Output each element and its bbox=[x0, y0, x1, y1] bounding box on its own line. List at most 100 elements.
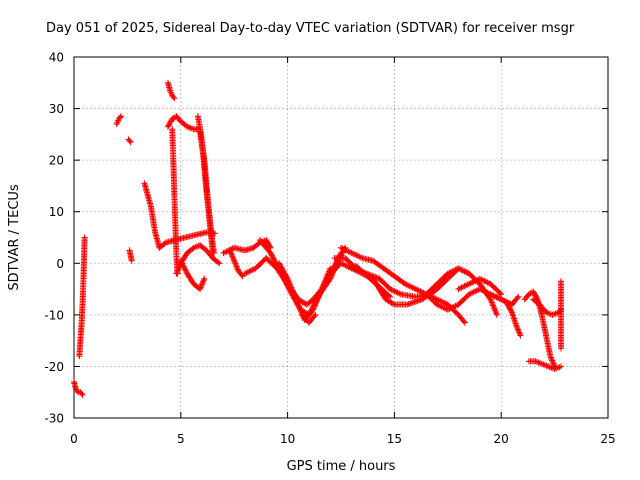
chart-title: Day 051 of 2025, Sidereal Day-to-day VTE… bbox=[46, 21, 575, 36]
data-point bbox=[182, 266, 189, 273]
data-point bbox=[514, 295, 521, 302]
y-tick-label: 20 bbox=[49, 154, 64, 168]
y-tick-label: -30 bbox=[44, 412, 64, 426]
data-point bbox=[372, 274, 379, 281]
y-tick-label: 40 bbox=[49, 51, 64, 65]
y-tick-label: 30 bbox=[49, 102, 64, 116]
series-arc-k bbox=[177, 257, 208, 293]
y-tick-label: 0 bbox=[56, 257, 64, 271]
data-point bbox=[506, 304, 513, 311]
x-tick-label: 15 bbox=[387, 432, 402, 446]
data-point bbox=[238, 271, 245, 278]
data-point bbox=[166, 121, 173, 128]
data-point bbox=[373, 274, 380, 281]
series-arc-w bbox=[352, 262, 394, 300]
series-arc-m bbox=[197, 128, 216, 256]
data-point bbox=[271, 258, 278, 265]
data-point bbox=[517, 332, 524, 339]
data-point bbox=[182, 267, 189, 274]
data-point bbox=[181, 264, 188, 271]
series-arc-t bbox=[327, 260, 473, 308]
series-arc-ab bbox=[504, 301, 524, 339]
data-point bbox=[167, 118, 174, 125]
data-point bbox=[178, 259, 185, 266]
x-axis-label: GPS time / hours bbox=[287, 459, 396, 474]
series-arc-r bbox=[276, 260, 334, 324]
x-tick-label: 5 bbox=[177, 432, 185, 446]
series-arc-c bbox=[113, 113, 124, 128]
data-point bbox=[370, 273, 377, 280]
data-point bbox=[265, 240, 272, 247]
y-ticks bbox=[74, 56, 608, 419]
series-arc-f bbox=[141, 180, 218, 251]
series-arc-s bbox=[299, 311, 319, 326]
data-point bbox=[504, 301, 511, 308]
data-point bbox=[164, 123, 171, 130]
data-point bbox=[271, 256, 278, 263]
data-point bbox=[78, 390, 85, 397]
series-arc-d bbox=[125, 136, 134, 146]
data-point bbox=[530, 288, 537, 295]
x-tick-label: 25 bbox=[600, 432, 615, 446]
x-gridlines bbox=[180, 57, 502, 418]
data-point bbox=[558, 345, 565, 352]
y-tick-label: -10 bbox=[44, 308, 64, 322]
data-point bbox=[167, 119, 174, 126]
data-point bbox=[273, 260, 280, 267]
x-ticks bbox=[73, 57, 609, 418]
series-arc-e bbox=[126, 247, 135, 264]
data-point bbox=[116, 114, 123, 121]
x-tick-labels: 0 5 10 15 20 25 bbox=[70, 432, 615, 446]
data-point bbox=[531, 291, 538, 298]
data-point bbox=[81, 234, 88, 241]
data-point bbox=[389, 300, 396, 307]
data-point bbox=[128, 257, 135, 264]
data-point bbox=[180, 263, 187, 270]
data-points bbox=[71, 79, 565, 398]
series-arc-ad bbox=[525, 358, 565, 373]
y-tick-labels: -30 -20 -10 0 10 20 30 40 bbox=[44, 51, 64, 426]
data-point bbox=[506, 305, 513, 312]
data-point bbox=[263, 238, 270, 245]
data-point bbox=[508, 307, 515, 314]
y-tick-label: -20 bbox=[44, 360, 64, 374]
data-point bbox=[532, 292, 539, 299]
data-point bbox=[165, 122, 172, 129]
data-point bbox=[558, 363, 565, 370]
series-arc-b bbox=[76, 234, 88, 360]
y-axis-label: SDTVAR / TECUs bbox=[7, 184, 22, 291]
data-point bbox=[312, 311, 319, 318]
data-point bbox=[268, 251, 275, 258]
plot-frame bbox=[73, 56, 609, 419]
x-tick-label: 10 bbox=[280, 432, 295, 446]
data-point bbox=[170, 93, 177, 100]
series-arc-i bbox=[169, 126, 181, 277]
data-point bbox=[268, 252, 275, 259]
data-point bbox=[269, 254, 276, 261]
data-point bbox=[387, 293, 394, 300]
series-arc-o bbox=[226, 247, 246, 280]
series-arc-af bbox=[558, 278, 565, 352]
data-point bbox=[498, 291, 505, 298]
data-point bbox=[385, 292, 392, 299]
data-point bbox=[79, 391, 86, 398]
data-point bbox=[74, 387, 81, 394]
series-arc-j bbox=[173, 242, 223, 277]
data-point bbox=[493, 311, 500, 318]
data-point bbox=[179, 260, 186, 267]
data-point bbox=[497, 290, 504, 297]
data-point bbox=[283, 274, 290, 281]
data-point bbox=[171, 95, 178, 102]
data-point bbox=[515, 293, 522, 300]
data-point bbox=[270, 255, 277, 262]
x-tick-label: 0 bbox=[70, 432, 78, 446]
series-arc-g bbox=[164, 79, 178, 102]
data-point bbox=[505, 302, 512, 309]
data-point bbox=[460, 318, 467, 325]
series-arc-a bbox=[71, 378, 86, 398]
data-point bbox=[214, 259, 221, 266]
series-arc-v bbox=[338, 244, 468, 326]
data-point bbox=[201, 275, 208, 282]
data-point bbox=[117, 113, 124, 120]
